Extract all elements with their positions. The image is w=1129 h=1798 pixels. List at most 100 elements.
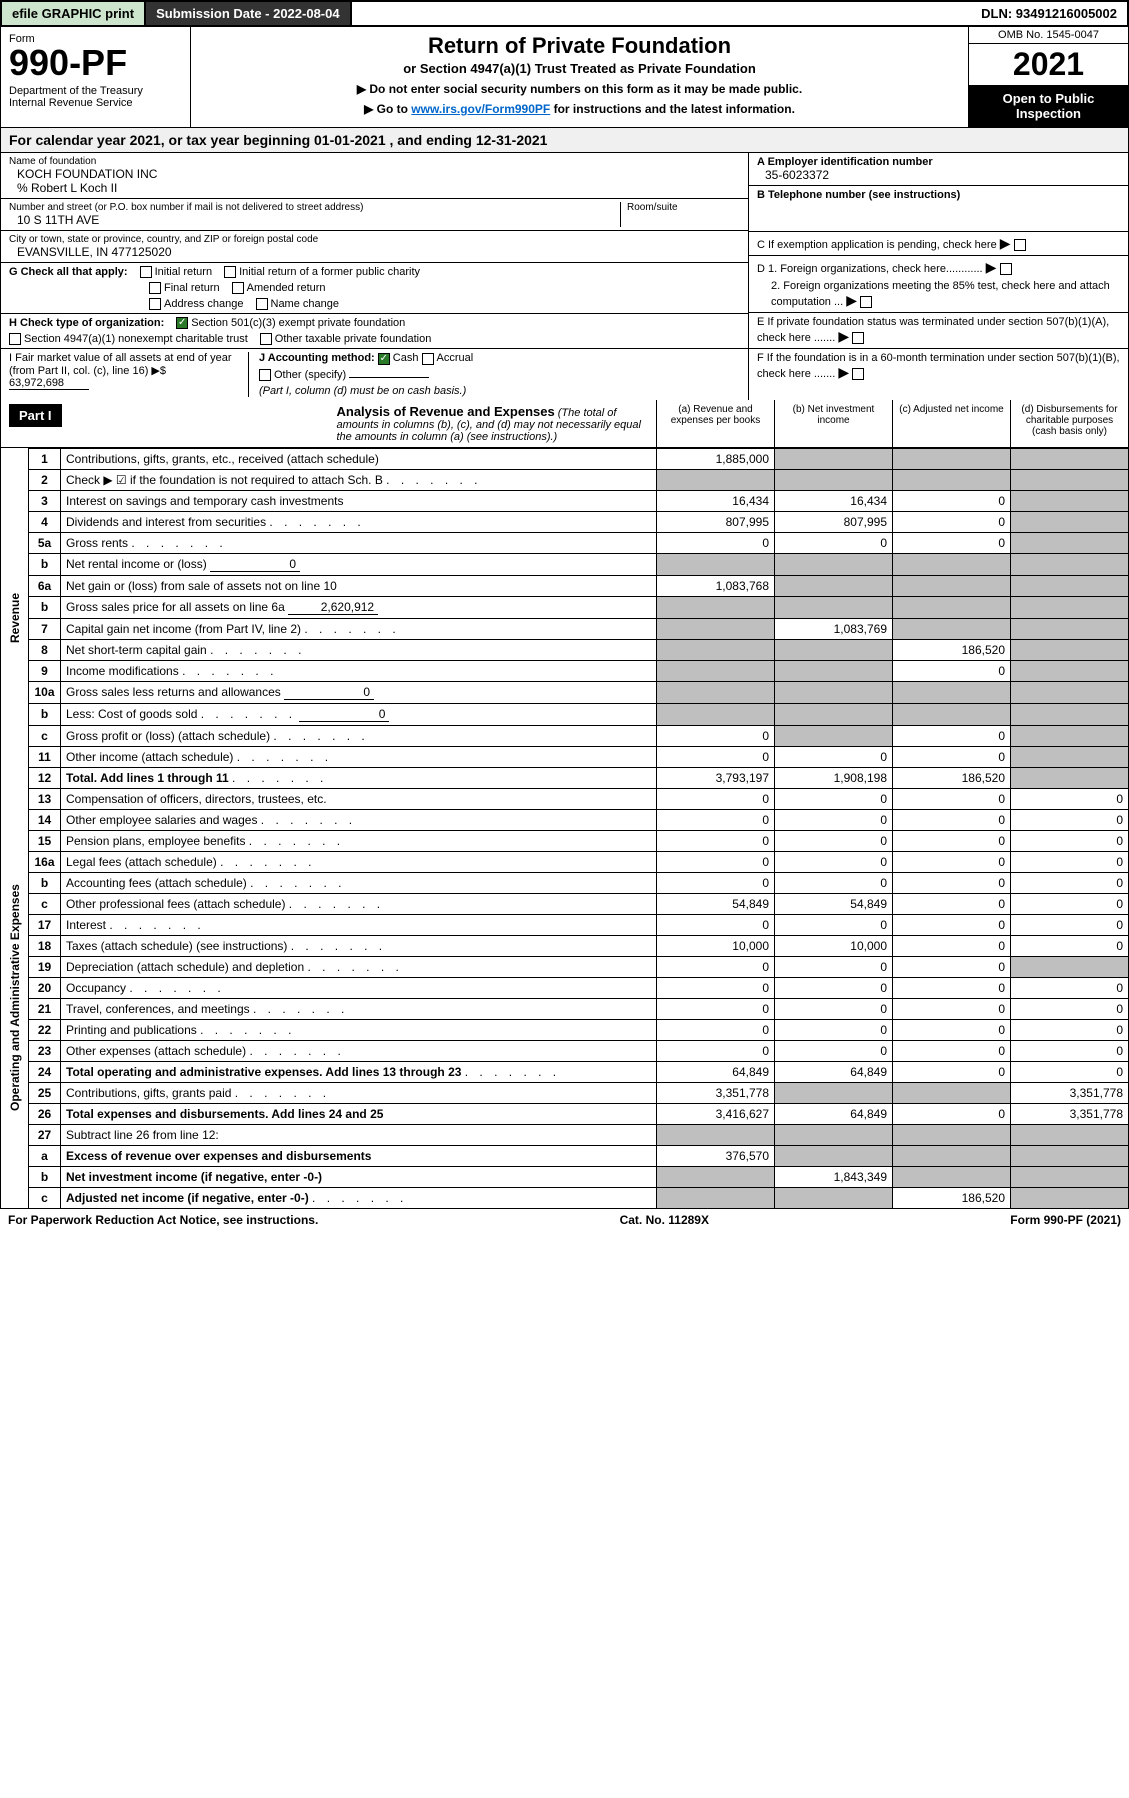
amount-cell bbox=[657, 660, 775, 681]
amount-cell: 0 bbox=[775, 956, 893, 977]
amount-cell bbox=[657, 1187, 775, 1208]
amount-cell: 0 bbox=[893, 746, 1011, 767]
amount-cell bbox=[775, 1187, 893, 1208]
amount-cell: 0 bbox=[893, 872, 1011, 893]
table-row: 11Other income (attach schedule) . . . .… bbox=[1, 746, 1129, 767]
name-label: Name of foundation bbox=[9, 156, 740, 167]
row-number: 9 bbox=[29, 660, 61, 681]
final-return-checkbox[interactable] bbox=[149, 282, 161, 294]
table-row: 12Total. Add lines 1 through 11 . . . . … bbox=[1, 767, 1129, 788]
amount-cell: 1,908,198 bbox=[775, 767, 893, 788]
table-row: bGross sales price for all assets on lin… bbox=[1, 596, 1129, 618]
amount-cell: 0 bbox=[775, 998, 893, 1019]
amount-cell: 0 bbox=[657, 788, 775, 809]
table-row: 3Interest on savings and temporary cash … bbox=[1, 490, 1129, 511]
foundation-info: Name of foundation KOCH FOUNDATION INC %… bbox=[0, 153, 1129, 400]
amount-cell: 1,083,768 bbox=[657, 575, 775, 596]
top-bar: efile GRAPHIC print Submission Date - 20… bbox=[0, 0, 1129, 27]
foreign-org-checkbox[interactable] bbox=[1000, 263, 1012, 275]
amount-cell bbox=[775, 660, 893, 681]
row-number: 2 bbox=[29, 469, 61, 490]
row-number: 21 bbox=[29, 998, 61, 1019]
cash-checkbox[interactable] bbox=[378, 353, 390, 365]
amount-cell bbox=[1011, 1166, 1129, 1187]
table-row: 16aLegal fees (attach schedule) . . . . … bbox=[1, 851, 1129, 872]
row-number: 1 bbox=[29, 448, 61, 469]
care-of: % Robert L Koch II bbox=[9, 181, 740, 195]
amount-cell: 0 bbox=[893, 1061, 1011, 1082]
amount-cell bbox=[893, 618, 1011, 639]
row-description: Gross rents . . . . . . . bbox=[61, 532, 657, 553]
row-description: Gross profit or (loss) (attach schedule)… bbox=[61, 725, 657, 746]
amount-cell bbox=[1011, 703, 1129, 725]
accrual-checkbox[interactable] bbox=[422, 353, 434, 365]
ein-label: A Employer identification number bbox=[757, 156, 933, 168]
amount-cell: 1,843,349 bbox=[775, 1166, 893, 1187]
instructions-link[interactable]: www.irs.gov/Form990PF bbox=[411, 102, 550, 116]
table-row: bAccounting fees (attach schedule) . . .… bbox=[1, 872, 1129, 893]
row-number: 8 bbox=[29, 639, 61, 660]
amount-cell: 0 bbox=[657, 1040, 775, 1061]
form-number: 990-PF bbox=[9, 45, 182, 81]
amount-cell: 0 bbox=[893, 1040, 1011, 1061]
amount-cell bbox=[775, 469, 893, 490]
initial-public-checkbox[interactable] bbox=[224, 266, 236, 278]
efile-button[interactable]: efile GRAPHIC print bbox=[2, 2, 146, 25]
amount-cell: 0 bbox=[1011, 893, 1129, 914]
amount-cell bbox=[1011, 1124, 1129, 1145]
60month-checkbox[interactable] bbox=[852, 368, 864, 380]
row-description: Gross sales price for all assets on line… bbox=[61, 596, 657, 618]
part1-title: Analysis of Revenue and Expenses bbox=[337, 404, 555, 419]
amount-cell: 0 bbox=[893, 851, 1011, 872]
other-method-checkbox[interactable] bbox=[259, 369, 271, 381]
initial-return-checkbox[interactable] bbox=[140, 266, 152, 278]
row-number: 24 bbox=[29, 1061, 61, 1082]
other-taxable-checkbox[interactable] bbox=[260, 333, 272, 345]
calendar-year: For calendar year 2021, or tax year begi… bbox=[0, 128, 1129, 153]
street-address: 10 S 11TH AVE bbox=[9, 213, 620, 227]
row-description: Travel, conferences, and meetings . . . … bbox=[61, 998, 657, 1019]
amount-cell: 807,995 bbox=[775, 511, 893, 532]
table-row: 24Total operating and administrative exp… bbox=[1, 1061, 1129, 1082]
85pct-checkbox[interactable] bbox=[860, 296, 872, 308]
amount-cell bbox=[1011, 681, 1129, 703]
amount-cell: 0 bbox=[893, 1103, 1011, 1124]
amended-return-checkbox[interactable] bbox=[232, 282, 244, 294]
501c3-checkbox[interactable] bbox=[176, 317, 188, 329]
amount-cell bbox=[893, 681, 1011, 703]
section-d1-label: D 1. Foreign organizations, check here..… bbox=[757, 263, 983, 275]
amount-cell bbox=[775, 703, 893, 725]
amount-cell bbox=[893, 448, 1011, 469]
pending-checkbox[interactable] bbox=[1014, 239, 1026, 251]
row-description: Total. Add lines 1 through 11 . . . . . … bbox=[61, 767, 657, 788]
row-number: b bbox=[29, 553, 61, 575]
name-change-checkbox[interactable] bbox=[256, 298, 268, 310]
amount-cell: 186,520 bbox=[893, 639, 1011, 660]
row-description: Less: Cost of goods sold . . . . . . . 0 bbox=[61, 703, 657, 725]
section-label: Operating and Administrative Expenses bbox=[1, 788, 29, 1208]
4947a1-checkbox[interactable] bbox=[9, 333, 21, 345]
row-number: 15 bbox=[29, 830, 61, 851]
city-label: City or town, state or province, country… bbox=[9, 234, 740, 245]
row-description: Other income (attach schedule) . . . . .… bbox=[61, 746, 657, 767]
table-row: 17Interest . . . . . . .0000 bbox=[1, 914, 1129, 935]
form-ref: Form 990-PF (2021) bbox=[1010, 1213, 1121, 1227]
amount-cell: 0 bbox=[893, 490, 1011, 511]
address-change-checkbox[interactable] bbox=[149, 298, 161, 310]
amount-cell: 0 bbox=[893, 1019, 1011, 1040]
amount-cell: 0 bbox=[893, 788, 1011, 809]
row-number: 13 bbox=[29, 788, 61, 809]
row-number: a bbox=[29, 1145, 61, 1166]
fmv-value: 63,972,698 bbox=[9, 377, 89, 390]
amount-cell bbox=[1011, 511, 1129, 532]
table-row: 26Total expenses and disbursements. Add … bbox=[1, 1103, 1129, 1124]
row-description: Legal fees (attach schedule) . . . . . .… bbox=[61, 851, 657, 872]
amount-cell bbox=[775, 1124, 893, 1145]
amount-cell: 0 bbox=[893, 893, 1011, 914]
amount-cell: 0 bbox=[657, 746, 775, 767]
amount-cell: 0 bbox=[657, 830, 775, 851]
cash-basis-note: (Part I, column (d) must be on cash basi… bbox=[259, 385, 740, 397]
dln-number: DLN: 93491216005002 bbox=[971, 2, 1127, 25]
terminated-checkbox[interactable] bbox=[852, 332, 864, 344]
amount-cell bbox=[657, 618, 775, 639]
